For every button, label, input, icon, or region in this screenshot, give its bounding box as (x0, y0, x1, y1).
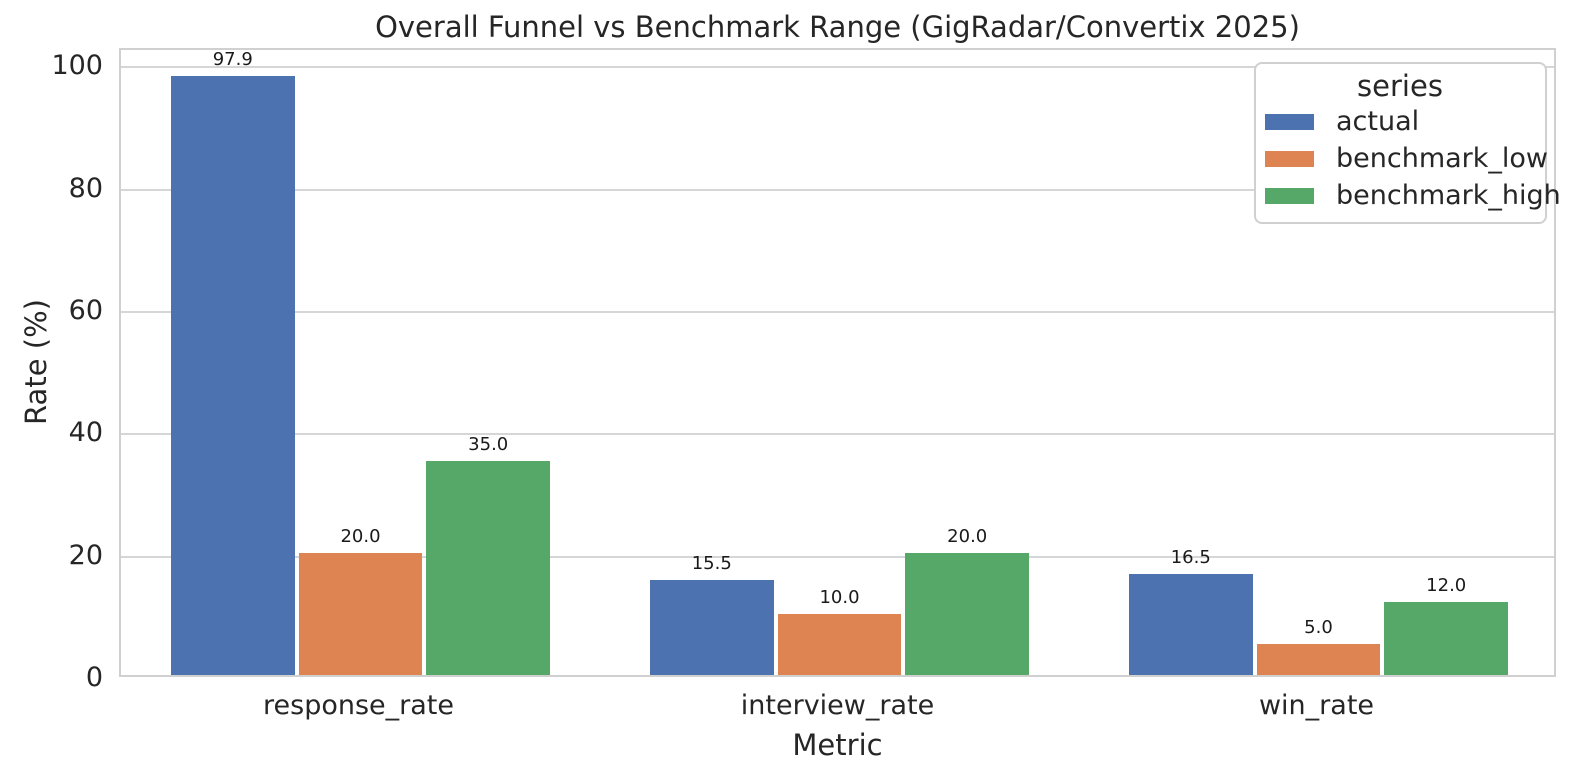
bar-win_rate-benchmark_high (1384, 601, 1509, 675)
y-tick-label-40: 40 (68, 417, 103, 449)
x-tick-label-interview_rate: interview_rate (740, 690, 935, 721)
bar-value-label-interview_rate-benchmark_high: 20.0 (947, 525, 988, 547)
bar-value-label-interview_rate-benchmark_low: 10.0 (819, 586, 860, 608)
chart-title: Overall Funnel vs Benchmark Range (GigRa… (375, 10, 1300, 44)
legend-swatch-benchmark_high (1265, 187, 1314, 204)
bar-response_rate-benchmark_high (426, 460, 551, 675)
bar-value-label-response_rate-benchmark_high: 35.0 (468, 433, 509, 455)
legend-swatch-actual (1265, 113, 1314, 130)
gridline-y100 (121, 66, 1554, 69)
bar-interview_rate-actual (649, 580, 774, 675)
bar-win_rate-benchmark_low (1256, 644, 1381, 675)
x-tick-label-win_rate: win_rate (1258, 690, 1375, 721)
legend-entry-label: actual (1336, 105, 1420, 137)
bar-interview_rate-benchmark_high (905, 552, 1030, 675)
legend-title: series (1357, 69, 1443, 103)
legend: series actual benchmark_low benchmark_high (1254, 62, 1561, 224)
bar-value-label-response_rate-actual: 97.9 (212, 48, 253, 70)
bar-interview_rate-benchmark_low (777, 613, 902, 675)
y-tick-label-60: 60 (68, 294, 103, 326)
bar-value-label-win_rate-benchmark_low: 5.0 (1304, 617, 1333, 639)
legend-entry-benchmark_high: benchmark_high (1265, 177, 1561, 214)
bar-response_rate-benchmark_low (298, 552, 423, 675)
gridline-y80 (121, 188, 1554, 191)
y-tick-label-100: 100 (51, 50, 103, 82)
x-tick-label-response_rate: response_rate (263, 690, 454, 721)
bar-value-label-response_rate-benchmark_low: 20.0 (340, 525, 381, 547)
y-tick-label-80: 80 (68, 172, 103, 204)
legend-entry-actual: actual (1265, 103, 1535, 140)
legend-swatch-benchmark_low (1265, 150, 1314, 167)
gridline-y20 (121, 555, 1554, 558)
bar-value-label-win_rate-benchmark_high: 12.0 (1426, 574, 1467, 596)
bar-value-label-interview_rate-actual: 15.5 (691, 553, 732, 575)
y-tick-label-20: 20 (68, 539, 103, 571)
legend-entry-label: benchmark_high (1336, 179, 1561, 211)
bar-win_rate-actual (1128, 574, 1253, 675)
x-axis-label: Metric (792, 728, 883, 762)
gridline-y40 (121, 433, 1554, 436)
legend-entry-label: benchmark_low (1336, 142, 1549, 174)
y-tick-label-0: 0 (85, 662, 103, 693)
bar-value-label-win_rate-actual: 16.5 (1170, 547, 1211, 569)
bar-response_rate-actual (170, 75, 295, 675)
legend-entry-benchmark_low: benchmark_low (1265, 140, 1548, 177)
gridline-y60 (121, 310, 1554, 313)
